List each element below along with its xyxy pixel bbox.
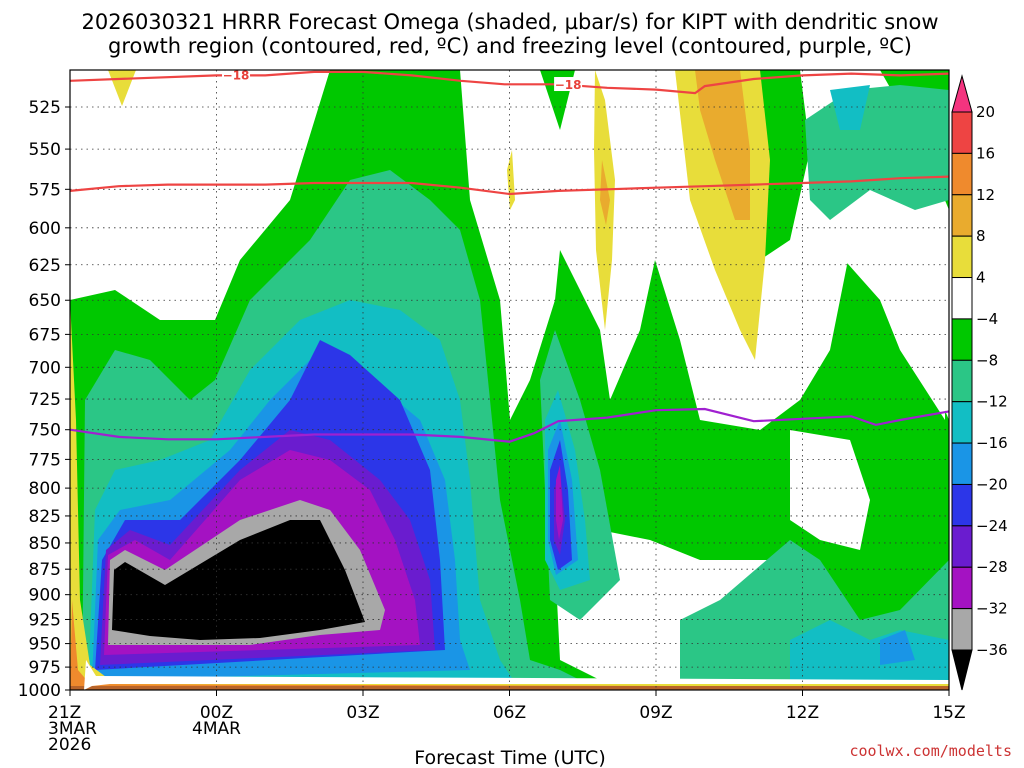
y-tick-label: 525: [29, 98, 61, 118]
colorbar-label: −4: [976, 310, 998, 328]
colorbar-box: [951, 359, 973, 403]
y-tick-label: 850: [29, 534, 61, 554]
y-tick-label: 700: [29, 358, 61, 378]
colorbar-box: [951, 111, 973, 154]
colorbar-box: [951, 194, 973, 237]
x-tick-label: 09Z: [639, 703, 672, 723]
x-tick-label: 3MAR: [48, 719, 97, 739]
x-tick-label: 2026: [48, 735, 91, 755]
colorbar-label: 16: [976, 144, 995, 162]
contour-line: [70, 407, 949, 443]
colorbar-box: [951, 608, 973, 651]
contour-label-bg: [222, 70, 251, 82]
colorbar-label: −16: [976, 434, 1008, 452]
colorbar-arrow-bottom: [951, 649, 973, 691]
y-tick-label: 675: [29, 325, 61, 345]
y-tick-label: 825: [29, 507, 61, 527]
colorbar-label: −8: [976, 351, 998, 369]
y-tick-label: 875: [29, 560, 61, 580]
x-axis-title: Forecast Time (UTC): [414, 747, 605, 768]
x-tick-label: 00Z: [200, 703, 233, 723]
colorbar-arrow-top: [951, 74, 973, 113]
y-tick-label: 775: [29, 450, 61, 470]
colorbar-label: 8: [976, 227, 986, 245]
credit-text: coolwx.com/modelts: [849, 742, 1012, 760]
colorbar-label: −36: [976, 641, 1008, 659]
colorbar-box: [951, 277, 973, 320]
colorbar-label: −32: [976, 600, 1008, 618]
colorbar-label: −20: [976, 475, 1008, 493]
contour-line: [70, 70, 949, 95]
colorbar-box: [951, 152, 973, 196]
colorbar-box: [951, 566, 973, 610]
contour-label-bg: [554, 77, 583, 92]
colorbar-box: [951, 401, 973, 444]
y-tick-label: 925: [29, 610, 61, 630]
y-tick-label: 725: [29, 390, 61, 410]
x-tick-label: 15Z: [932, 703, 965, 723]
y-tick-label: 650: [29, 291, 61, 311]
y-tick-label: 750: [29, 421, 61, 441]
chart-title-line1: 2026030321 HRRR Forecast Omega (shaded, …: [82, 10, 939, 34]
y-tick-label: 625: [29, 256, 61, 276]
colorbar-box: [951, 318, 973, 361]
contour-label: −18: [555, 78, 582, 92]
colorbar-label: 12: [976, 186, 995, 204]
colorbar-box: [951, 442, 973, 485]
colorbar-label: −28: [976, 558, 1008, 576]
y-tick-label: 975: [29, 658, 61, 678]
contour-label: −18: [223, 68, 250, 82]
y-tick-label: 1000: [18, 681, 61, 701]
colorbar-box: [951, 235, 973, 279]
colorbar-label: 4: [976, 269, 986, 287]
contours: −18 −18: [70, 68, 949, 443]
chart-title-line2: growth region (contoured, red, ºC) and f…: [108, 34, 912, 58]
y-tick-label: 600: [29, 219, 61, 239]
colorbar-box: [951, 483, 973, 527]
x-tick-label: 06Z: [493, 703, 526, 723]
y-axis: 525 550 575 600 625 650 675 700 725 750 775 800 825 8…: [18, 98, 70, 701]
y-tick-label: 550: [29, 140, 61, 160]
colorbar-label: −24: [976, 517, 1008, 535]
y-tick-label: 950: [29, 635, 61, 655]
x-tick-label: 4MAR: [192, 719, 241, 739]
omega-shading: [70, 70, 949, 690]
colorbar-box: [951, 525, 973, 568]
contour-line: [70, 175, 949, 196]
y-tick-label: 900: [29, 586, 61, 606]
colorbar-label: 20: [976, 103, 995, 121]
colorbar-label: −12: [976, 393, 1008, 411]
x-tick-label: 12Z: [786, 703, 819, 723]
colorbar: 20 16 12 8 4 −4 −8 −12 −16 −20 −24 −28 −32 −36: [951, 74, 1008, 691]
x-tick-label: 03Z: [346, 703, 379, 723]
x-tick-label: 21Z: [48, 703, 81, 723]
y-tick-label: 575: [29, 180, 61, 200]
y-tick-label: 800: [29, 479, 61, 499]
